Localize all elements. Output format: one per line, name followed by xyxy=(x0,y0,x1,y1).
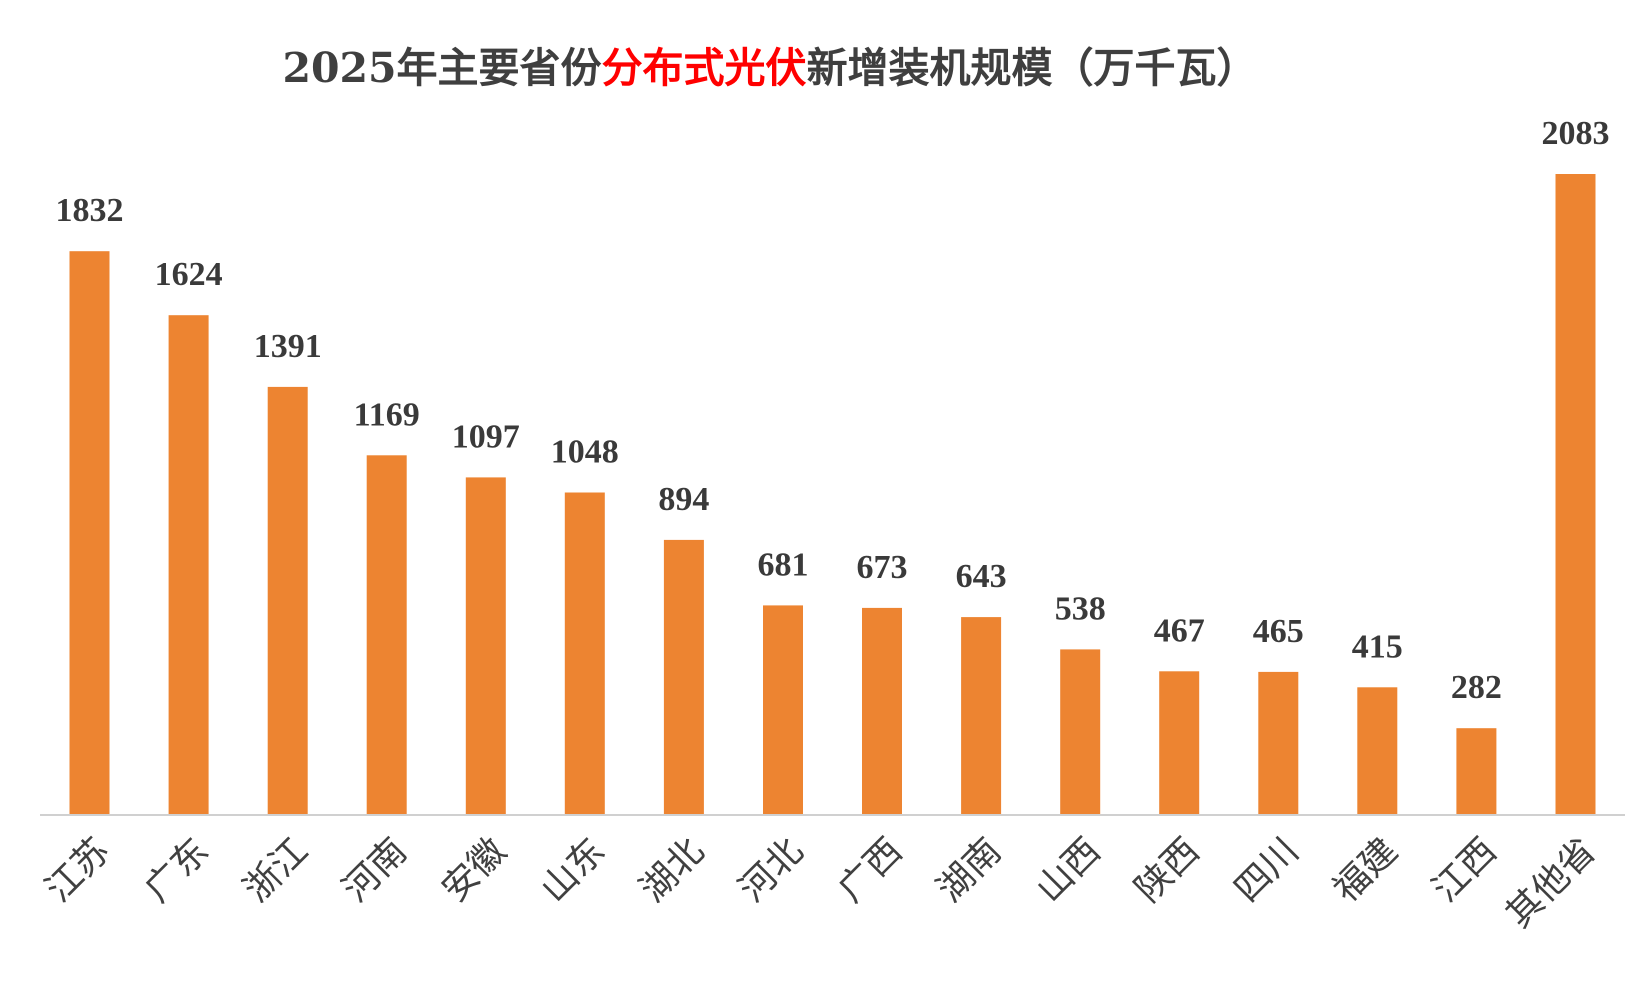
bar-11 xyxy=(1060,649,1101,815)
bar-16 xyxy=(1555,174,1596,815)
bar-4 xyxy=(366,455,407,815)
category-label-16: 其他省 xyxy=(1498,830,1603,935)
bar-10 xyxy=(961,617,1002,815)
value-label-6: 1048 xyxy=(551,434,619,471)
value-label-3: 1391 xyxy=(254,328,322,365)
category-label-2: 广东 xyxy=(137,830,217,910)
bar-12 xyxy=(1159,671,1200,815)
value-label-16: 2083 xyxy=(1542,115,1610,152)
bar-series xyxy=(69,174,1596,815)
category-label-10: 湖南 xyxy=(930,830,1010,910)
value-label-9: 673 xyxy=(857,549,908,586)
chart-title-part-1: 2025年主要省份 xyxy=(282,44,601,92)
bar-9 xyxy=(862,607,902,815)
category-label-6: 山东 xyxy=(533,830,613,910)
value-label-14: 415 xyxy=(1352,628,1403,665)
chart-title-highlight: 分布式光伏 xyxy=(602,44,807,92)
category-label-8: 河北 xyxy=(731,830,811,910)
value-label-5: 1097 xyxy=(452,418,520,455)
bar-8 xyxy=(763,605,803,815)
value-label-13: 465 xyxy=(1253,613,1304,650)
category-label-11: 山西 xyxy=(1029,830,1109,910)
category-label-14: 福建 xyxy=(1326,830,1406,910)
category-label-12: 陕西 xyxy=(1128,830,1208,910)
category-label-15: 江西 xyxy=(1425,830,1505,910)
value-label-7: 894 xyxy=(658,481,709,518)
value-label-15: 282 xyxy=(1451,669,1502,706)
value-label-1: 1832 xyxy=(56,192,124,229)
category-label-9: 广西 xyxy=(830,830,910,910)
bar-1 xyxy=(69,251,110,815)
chart-title-part-2: 新增装机规模（万千瓦） xyxy=(807,44,1258,92)
value-label-8: 681 xyxy=(758,546,809,583)
value-label-10: 643 xyxy=(956,558,1007,595)
bar-3 xyxy=(267,386,308,815)
bar-5 xyxy=(465,477,506,815)
category-label-4: 河南 xyxy=(335,830,415,910)
bar-14 xyxy=(1357,687,1398,815)
category-label-3: 浙江 xyxy=(236,830,316,910)
category-label-13: 四川 xyxy=(1227,830,1307,910)
bar-13 xyxy=(1258,671,1299,815)
value-label-2: 1624 xyxy=(155,256,223,293)
chart-title: 2025年主要省份分布式光伏新增装机规模（万千瓦） xyxy=(282,44,1257,92)
value-label-11: 538 xyxy=(1055,590,1106,627)
value-label-12: 467 xyxy=(1154,612,1205,649)
value-label-4: 1169 xyxy=(354,396,420,433)
category-label-7: 湖北 xyxy=(632,830,712,910)
bar-6 xyxy=(564,492,605,815)
value-labels: 1832 1624 1391 1169 1097 1048 894 681 673 643 538 4… xyxy=(56,115,1610,706)
category-label-1: 江苏 xyxy=(38,830,118,910)
bar-2 xyxy=(168,315,209,815)
bar-15 xyxy=(1456,728,1497,815)
category-label-5: 安徽 xyxy=(434,830,514,910)
bar-7 xyxy=(663,539,704,815)
